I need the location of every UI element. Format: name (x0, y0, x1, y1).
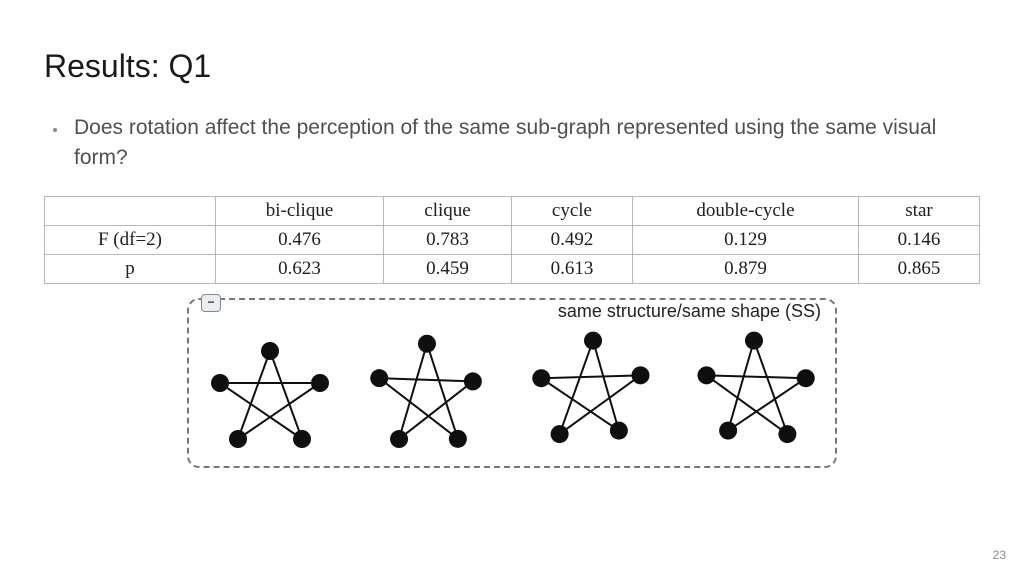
graph-0 (196, 327, 344, 465)
table-cell: p (45, 254, 216, 283)
table-header: bi-clique (216, 196, 384, 225)
graph-3 (680, 327, 828, 465)
table-row: F (df=2) 0.476 0.783 0.492 0.129 0.146 (45, 225, 980, 254)
table-header-row: bi-clique clique cycle double-cycle star (45, 196, 980, 225)
bullet-item: Does rotation affect the perception of t… (68, 113, 980, 174)
table-cell: 0.146 (859, 225, 980, 254)
page-title: Results: Q1 (44, 48, 980, 85)
graph-2 (519, 327, 667, 465)
table-cell: 0.492 (511, 225, 632, 254)
bullet-text: Does rotation affect the perception of t… (74, 116, 936, 169)
table-cell: 0.783 (384, 225, 512, 254)
table-cell: 0.613 (511, 254, 632, 283)
table-header (45, 196, 216, 225)
figure-caption: same structure/same shape (SS) (556, 301, 823, 322)
table-cell: 0.459 (384, 254, 512, 283)
table-cell: 0.623 (216, 254, 384, 283)
graph-row (189, 326, 835, 466)
bullet-list: Does rotation affect the perception of t… (68, 113, 980, 174)
table-cell: 0.879 (632, 254, 858, 283)
table-cell: 0.865 (859, 254, 980, 283)
table-row: p 0.623 0.459 0.613 0.879 0.865 (45, 254, 980, 283)
table-header: cycle (511, 196, 632, 225)
page-number: 23 (993, 548, 1006, 562)
graph-1 (357, 327, 505, 465)
table-header: star (859, 196, 980, 225)
table-header: double-cycle (632, 196, 858, 225)
table-cell: F (df=2) (45, 225, 216, 254)
slide: Results: Q1 Does rotation affect the per… (0, 0, 1024, 576)
stats-table: bi-clique clique cycle double-cycle star… (44, 196, 980, 284)
table-cell: 0.476 (216, 225, 384, 254)
collapse-icon[interactable]: − (201, 294, 221, 312)
figure-panel: − same structure/same shape (SS) (187, 298, 837, 468)
table-header: clique (384, 196, 512, 225)
table-cell: 0.129 (632, 225, 858, 254)
